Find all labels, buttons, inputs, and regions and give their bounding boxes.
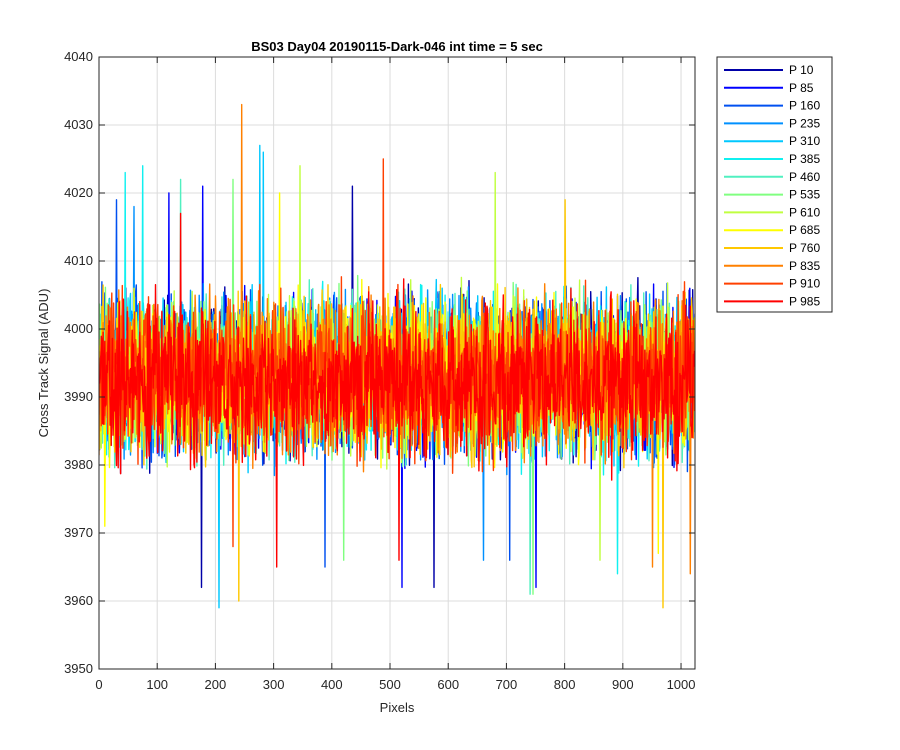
x-tick-label: 0: [95, 677, 102, 692]
legend-label: P 385: [789, 152, 820, 166]
x-tick-label: 300: [263, 677, 285, 692]
y-tick-label: 4020: [64, 185, 93, 200]
plot-frame: [98, 56, 696, 670]
legend-label: P 10: [789, 63, 814, 77]
y-tick-label: 4030: [64, 117, 93, 132]
x-tick-label: 900: [612, 677, 634, 692]
y-tick-label: 3960: [64, 593, 93, 608]
axis-ticks: 0 100 200 300 400 500 600 700 800 900 1000 3950 3960…: [64, 49, 695, 692]
legend-label: P 610: [789, 205, 820, 219]
legend-label: P 835: [789, 259, 820, 273]
chart-title: BS03 Day04 20190115-Dark-046 int time = …: [251, 39, 543, 54]
y-tick-label: 4010: [64, 253, 93, 268]
legend-label: P 85: [789, 81, 814, 95]
y-axis-label: Cross Track Signal (ADU): [36, 289, 51, 438]
x-tick-label: 100: [146, 677, 168, 692]
x-tick-label: 400: [321, 677, 343, 692]
legend-label: P 910: [789, 277, 820, 291]
legend-box: [716, 56, 833, 313]
legend: P 10 P 85 P 160 P 235 P 310 P 385 P 460 P 535 P …: [716, 56, 833, 313]
legend-label: P 685: [789, 223, 820, 237]
x-tick-label: 200: [205, 677, 227, 692]
x-tick-label: 500: [379, 677, 401, 692]
y-tick-label: 3990: [64, 389, 93, 404]
x-tick-label: 1000: [667, 677, 696, 692]
legend-label: P 310: [789, 134, 820, 148]
series-line-p-985: [99, 212, 695, 568]
legend-label: P 985: [789, 294, 820, 308]
legend-label: P 460: [789, 170, 820, 184]
legend-label: P 760: [789, 241, 820, 255]
y-tick-label: 3980: [64, 457, 93, 472]
legend-label: P 535: [789, 188, 820, 202]
legend-label: P 235: [789, 116, 820, 130]
y-tick-label: 4040: [64, 49, 93, 64]
y-tick-label: 3970: [64, 525, 93, 540]
x-tick-label: 800: [554, 677, 576, 692]
legend-label: P 160: [789, 99, 820, 113]
x-tick-label: 700: [496, 677, 518, 692]
y-tick-label: 4000: [64, 321, 93, 336]
y-tick-label: 3950: [64, 661, 93, 676]
series-lines: [99, 103, 695, 609]
x-axis-label: Pixels: [380, 700, 415, 715]
x-tick-label: 600: [437, 677, 459, 692]
